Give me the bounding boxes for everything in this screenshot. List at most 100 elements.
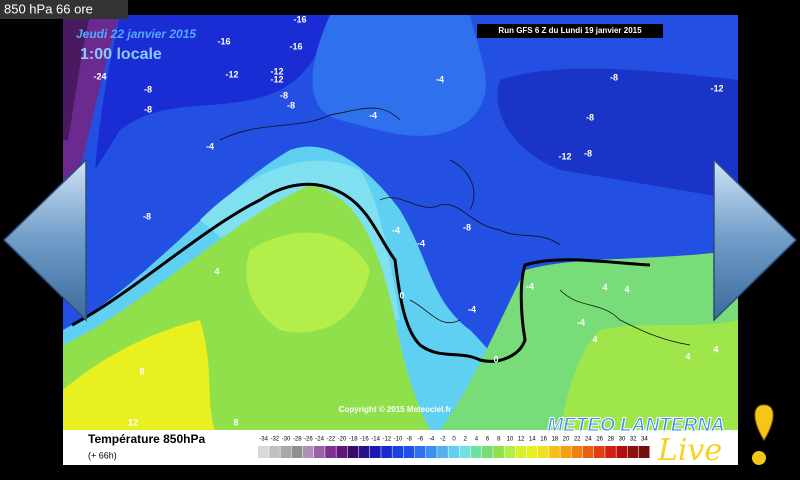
map-time: 1:00 locale: [80, 46, 162, 63]
scale-swatch: [605, 446, 616, 458]
scale-swatch: [571, 446, 583, 458]
scale-swatch: [291, 446, 303, 458]
contour-label: -12: [710, 83, 723, 93]
scale-swatch: [302, 446, 314, 458]
contour-label: 4: [624, 284, 629, 294]
scale-swatch: [437, 446, 448, 458]
scale-swatch: [538, 446, 549, 458]
scale-swatch: [314, 446, 325, 458]
scale-label: 34: [641, 437, 648, 443]
weather-map: [63, 15, 738, 465]
next-button[interactable]: [713, 158, 798, 322]
scale-label: 20: [563, 437, 570, 443]
contour-label: -4: [392, 225, 400, 235]
contour-label: -16: [217, 36, 230, 46]
scale-swatch: [392, 446, 404, 458]
contour-label: 4: [214, 266, 219, 276]
scale-label: -32: [270, 437, 279, 443]
scale-label: 14: [529, 437, 536, 443]
scale-label: 28: [607, 437, 614, 443]
title-bar: [0, 0, 128, 19]
scale-label: -14: [371, 437, 380, 443]
contour-label: -8: [143, 211, 151, 221]
scale-label: 0: [452, 437, 456, 443]
scale-label: 32: [630, 437, 637, 443]
contour-label: -12: [270, 74, 283, 84]
run-box: [477, 24, 663, 38]
contour-label: -8: [584, 148, 592, 158]
contour-label: -4: [417, 238, 425, 248]
scale-swatch: [403, 446, 415, 458]
contour-label: -12: [558, 151, 571, 161]
scale-label: -4: [429, 437, 435, 443]
contour-labels: -24-16-16 -16-12 -12-12-8-8-8-8-4-12-8-8-1…: [93, 14, 723, 427]
scale-label: 2: [464, 437, 468, 443]
scale-swatch: [358, 446, 370, 458]
contour-label: -12: [270, 66, 283, 76]
scale-label: -26: [304, 437, 313, 443]
scale-swatch: [269, 446, 280, 458]
scale-label: -30: [282, 437, 291, 443]
scale-label: -34: [259, 437, 268, 443]
scale-swatch: [549, 446, 560, 458]
contour-label: 0: [493, 354, 498, 364]
legend-subtitle: (+ 66h): [88, 450, 117, 460]
prev-button[interactable]: [2, 158, 87, 322]
contour-label: -4: [369, 110, 377, 120]
contour-label: -8: [463, 222, 471, 232]
scale-label: 18: [551, 437, 558, 443]
logo-tag: Live: [657, 433, 722, 468]
scale-swatch: [414, 446, 426, 458]
contour-label: -4: [577, 317, 585, 327]
scale-swatch: [582, 446, 594, 458]
run-info: Run GFS 6 Z du Lundi 19 janvier 2015: [498, 26, 642, 35]
scale-swatch: [627, 446, 639, 458]
contour-label: 8: [139, 366, 144, 376]
scale-label: -6: [418, 437, 424, 443]
scale-label: -16: [360, 437, 369, 443]
logo-pin: [754, 404, 774, 441]
copyright: Copyright © 2015 Meteociel.fr: [339, 405, 452, 414]
scale-swatch: [470, 446, 482, 458]
contour-label: 8: [233, 417, 238, 427]
scale-label: 12: [518, 437, 525, 443]
contour-label: 4: [685, 351, 690, 361]
contour-label: -8: [610, 72, 618, 82]
scale-label: 22: [574, 437, 581, 443]
scale-swatch: [638, 446, 650, 458]
contour-label: -8: [287, 100, 295, 110]
contour-label: -4: [526, 281, 534, 291]
scale-swatch: [493, 446, 504, 458]
contour-label: -24: [93, 71, 106, 81]
scale-label: 4: [475, 437, 479, 443]
scale-label: -18: [349, 437, 358, 443]
contour-label: -4: [206, 141, 214, 151]
contour-label: -16: [293, 14, 306, 24]
contour-label: -8: [280, 90, 288, 100]
map-date: Jeudi 22 janvier 2015: [76, 27, 196, 41]
scale-swatch: [504, 446, 516, 458]
scale-swatch: [381, 446, 392, 458]
contour-label: -4: [468, 304, 476, 314]
contour-label: -8: [144, 84, 152, 94]
scale-label: -28: [293, 437, 302, 443]
scale-label: 16: [540, 437, 547, 443]
scale-swatch: [594, 446, 605, 458]
scale-label: -22: [326, 437, 335, 443]
scale-swatch: [370, 446, 381, 458]
scale-swatch: [280, 446, 292, 458]
scale-label: -10: [394, 437, 403, 443]
scale-swatch: [560, 446, 572, 458]
contour-label: 4: [592, 334, 597, 344]
contour-label: -4: [436, 74, 444, 84]
contour-label: -12: [225, 69, 238, 79]
scale-swatch: [258, 446, 269, 458]
legend-title: Température 850hPa: [88, 432, 205, 446]
scale-swatch: [426, 446, 437, 458]
contour-label: -8: [586, 112, 594, 122]
scale-swatch: [515, 446, 527, 458]
contour-label: 4: [602, 282, 607, 292]
contour-label: 4: [713, 344, 718, 354]
scale-label: 6: [486, 437, 490, 443]
